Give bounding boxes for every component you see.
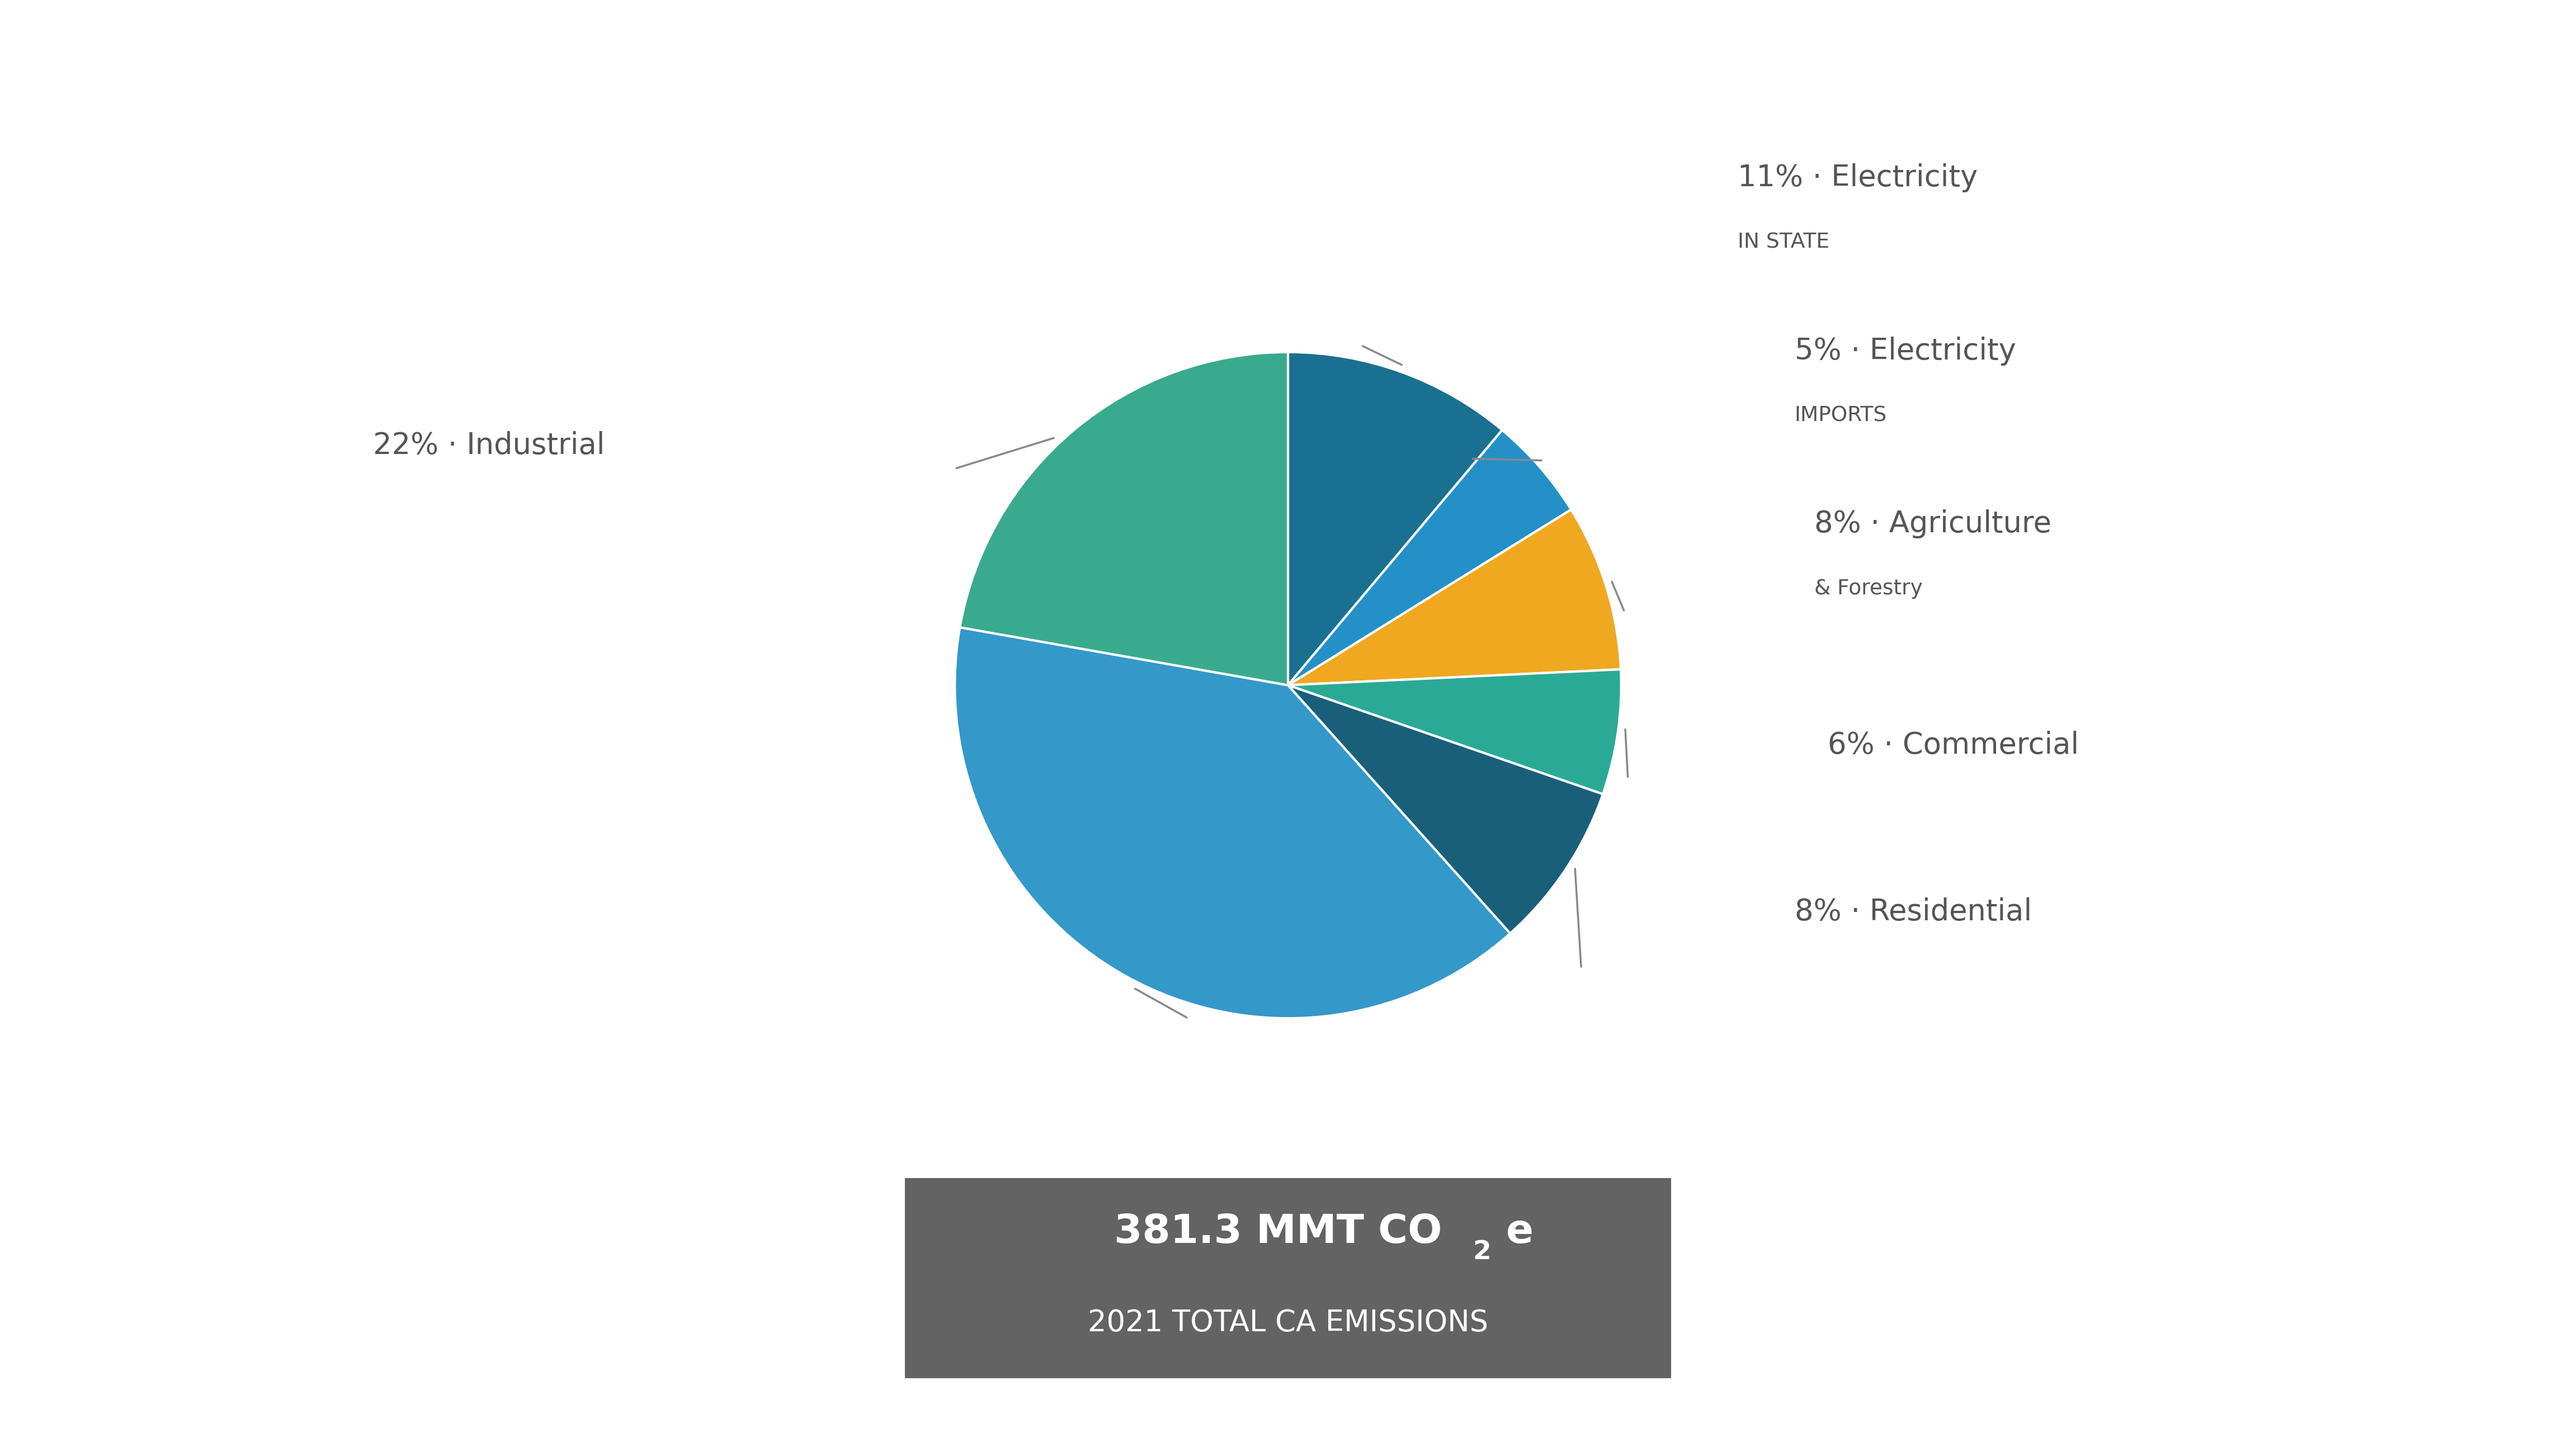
Wedge shape <box>1288 686 1602 933</box>
Wedge shape <box>1288 352 1502 686</box>
Text: IMPORTS: IMPORTS <box>1795 405 1886 425</box>
Text: 8% · Residential: 8% · Residential <box>1795 897 2032 926</box>
Text: e: e <box>1507 1213 1533 1252</box>
Wedge shape <box>956 628 1510 1019</box>
Wedge shape <box>961 352 1288 686</box>
Text: 5% · Electricity: 5% · Electricity <box>1795 336 2017 366</box>
Text: & Forestry: & Forestry <box>1814 579 1922 599</box>
Text: 39% · Transportation: 39% · Transportation <box>971 1210 1278 1240</box>
Text: 2021 TOTAL CA EMISSIONS: 2021 TOTAL CA EMISSIONS <box>1087 1308 1489 1337</box>
Text: IN STATE: IN STATE <box>1739 232 1829 252</box>
Text: 22% · Industrial: 22% · Industrial <box>374 431 605 460</box>
Wedge shape <box>1288 430 1571 686</box>
Text: 2: 2 <box>1473 1240 1492 1265</box>
Wedge shape <box>1288 509 1620 686</box>
Wedge shape <box>1288 670 1620 794</box>
Text: 8% · Agriculture: 8% · Agriculture <box>1814 509 2050 538</box>
Text: 11% · Electricity: 11% · Electricity <box>1739 164 1978 192</box>
Text: 6% · Commercial: 6% · Commercial <box>1829 731 2079 760</box>
Text: 381.3 MMT CO: 381.3 MMT CO <box>1113 1213 1443 1252</box>
FancyBboxPatch shape <box>904 1178 1672 1378</box>
